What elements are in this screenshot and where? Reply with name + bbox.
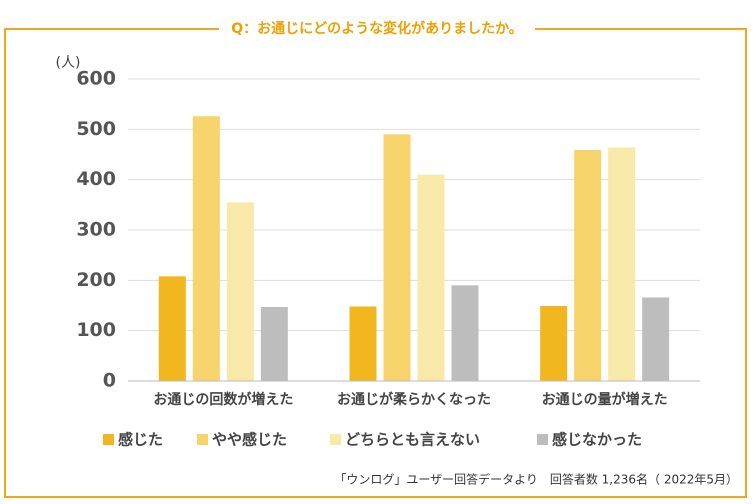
legend-swatch [197,434,208,445]
bar [540,306,568,381]
bar [158,276,186,381]
x-tick-label: お通じの量が増えた [542,391,668,408]
legend-swatch [330,434,341,445]
legend-label: 感じなかった [552,431,642,449]
unit-label: (人) [56,55,81,71]
title-wrap: Q：お通じにどのような変化がありましたか。 [0,18,754,38]
legend-label: どちらとも言えない [345,431,480,449]
bar [349,306,377,381]
y-tick-label: 400 [76,168,116,190]
legend-swatch [537,434,548,445]
legend-label: 感じた [118,431,163,449]
chart-title: Q：お通じにどのような変化がありましたか。 [219,21,535,37]
bar [192,116,220,381]
y-tick-label: 300 [76,219,116,241]
y-tick-label: 600 [76,68,116,90]
bar [608,147,636,381]
y-tick-label: 500 [76,118,116,140]
legend-label: やや感じた [212,431,287,449]
y-tick-label: 0 [103,370,116,392]
footnote: 「ウンログ」ユーザー回答データより 回答者数 1,236名（ 2022年5月） [334,472,738,487]
bar [642,297,670,381]
x-tick-label: お通じが柔らかくなった [337,391,491,408]
legend-swatch [103,434,114,445]
bar [451,285,479,381]
bar [574,149,602,381]
y-tick-label: 100 [76,319,116,341]
bar [260,307,288,381]
bar [417,174,445,381]
bar [383,134,411,381]
bar [226,202,254,381]
y-tick-label: 200 [76,269,116,291]
x-tick-label: お通じの回数が増えた [153,391,293,408]
